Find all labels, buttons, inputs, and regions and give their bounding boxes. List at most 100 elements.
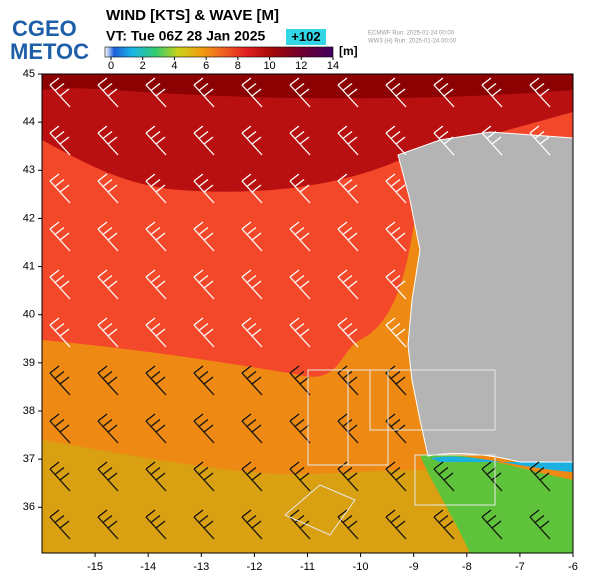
barb-flag (203, 280, 214, 289)
barb-flag (54, 466, 65, 476)
barb-flag (241, 221, 252, 230)
valid-time: VT: Tue 06Z 28 Jan 2025 (106, 28, 265, 44)
barb-flag (534, 514, 545, 524)
barb-flag (246, 370, 257, 380)
wind-barb (145, 221, 167, 252)
barb-flag (145, 461, 156, 470)
barb-flag (251, 520, 262, 529)
colorbar-tick-label: 10 (263, 60, 275, 72)
barb-flag (49, 317, 60, 326)
x-tick-label: -13 (193, 561, 209, 573)
barb-flag (150, 226, 161, 236)
barb-flag (251, 184, 262, 193)
x-tick-label: -8 (462, 561, 472, 573)
wind-barb (193, 173, 215, 204)
wind-barb (49, 125, 71, 156)
wind-barb (337, 317, 359, 348)
wind-barb (49, 413, 71, 444)
barb-flag (145, 77, 156, 86)
x-tick-label: -10 (353, 561, 369, 573)
wind-barb (49, 221, 71, 252)
barb-flag (107, 520, 118, 529)
barb-flag (289, 365, 300, 374)
barb-flag (97, 317, 108, 326)
barb-flag (486, 130, 497, 140)
wind-barb (385, 221, 407, 252)
wind-barb (241, 509, 263, 540)
wind-barb (289, 173, 311, 204)
barb-flag (246, 322, 257, 332)
barb-flag (203, 472, 214, 481)
barb-flag (443, 520, 454, 529)
barb-flag (155, 280, 166, 289)
colorbar-tick-label: 14 (327, 60, 339, 72)
grid-box (369, 369, 496, 431)
barb-flag (299, 472, 310, 481)
barb-flag (150, 466, 161, 476)
wind-barb (481, 125, 503, 156)
barb-flag (294, 466, 305, 476)
wind-barb (289, 509, 311, 540)
barb-flag (203, 424, 214, 433)
barb-flag (294, 178, 305, 188)
barb-flag (299, 328, 310, 337)
wind-barb (241, 413, 263, 444)
barb-flag (241, 317, 252, 326)
barb-flag (443, 136, 454, 145)
y-tick-label: 44 (23, 116, 35, 128)
barb-flag (97, 509, 108, 518)
barb-flag (529, 77, 540, 86)
barb-flag (145, 125, 156, 134)
barb-flag (203, 376, 214, 385)
barb-flag (107, 136, 118, 145)
wind-barb (193, 269, 215, 300)
barb-flag (251, 280, 262, 289)
barb-flag (337, 269, 348, 278)
barb-flag (385, 125, 396, 134)
wind-barb (97, 461, 119, 492)
wind-barb (49, 365, 71, 396)
barb-flag (491, 472, 502, 481)
wind-barb (97, 77, 119, 108)
barb-flag (390, 322, 401, 332)
barb-flag (193, 221, 204, 230)
barb-flag (59, 136, 70, 145)
barb-flag (433, 509, 444, 518)
barb-flag (289, 317, 300, 326)
barb-flag (246, 274, 257, 284)
wind-barb (433, 509, 455, 540)
barb-flag (107, 280, 118, 289)
wave-band (430, 456, 573, 472)
barb-flag (203, 328, 214, 337)
barb-flag (299, 136, 310, 145)
wind-barb (241, 173, 263, 204)
barb-flag (342, 466, 353, 476)
x-tick-label: -6 (568, 561, 578, 573)
barb-flag (347, 136, 358, 145)
barb-flag (491, 136, 502, 145)
wind-barb (337, 269, 359, 300)
barb-flag (59, 232, 70, 241)
barb-flag (54, 418, 65, 428)
barb-flag (534, 466, 545, 476)
barb-flag (289, 461, 300, 470)
barb-flag (59, 376, 70, 385)
barb-flag (155, 520, 166, 529)
wind-barb (433, 77, 455, 108)
wind-barb (481, 509, 503, 540)
x-tick-label: -11 (300, 561, 315, 573)
barb-flag (102, 226, 113, 236)
barb-flag (251, 232, 262, 241)
barb-flag (102, 130, 113, 140)
wind-barb (337, 77, 359, 108)
barb-flag (294, 130, 305, 140)
barb-flag (289, 173, 300, 182)
barb-flag (481, 77, 492, 86)
barb-flag (54, 322, 65, 332)
barb-flag (59, 472, 70, 481)
barb-flag (289, 221, 300, 230)
grid-box (284, 484, 356, 536)
barb-flag (241, 77, 252, 86)
wave-band (42, 74, 573, 192)
